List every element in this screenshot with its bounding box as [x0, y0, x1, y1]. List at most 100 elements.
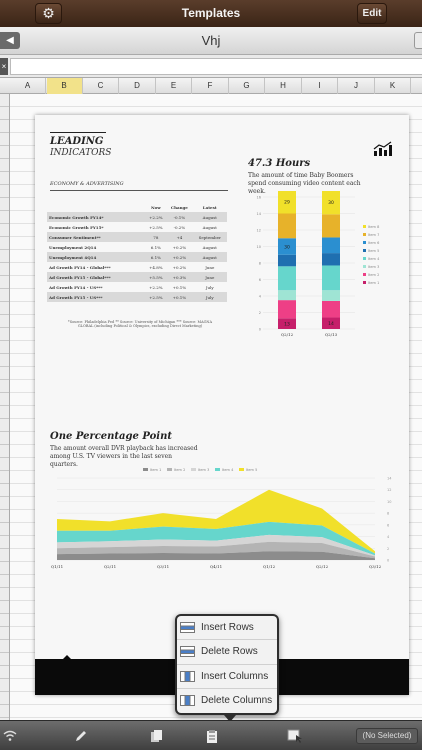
table-row: Ad Growth FY15 - US*** +2.5% +0.1% July: [47, 292, 227, 302]
area-chart-title: One Percentage Point: [50, 431, 172, 442]
table-cell: August: [192, 212, 227, 222]
legend-swatch: [215, 468, 220, 471]
table-row: Ad Growth FY14 - Global*** +4.8% +0.2% June: [47, 262, 227, 272]
y-tick-label: 12: [257, 229, 261, 233]
column-header-k[interactable]: K: [375, 78, 411, 94]
pencil-icon[interactable]: [73, 728, 89, 744]
bar-segment: [322, 265, 340, 291]
settings-button[interactable]: ⚙: [35, 3, 62, 24]
template-page[interactable]: LEADING INDICATORS ECONOMY & ADVERTISING…: [35, 115, 409, 695]
column-header-i[interactable]: I: [302, 78, 338, 94]
bar-chart-description: The amount of time Baby Boomers spend co…: [248, 172, 361, 195]
column-header-f[interactable]: F: [193, 78, 229, 94]
table-cell: Ad Growth FY14 - US***: [49, 284, 103, 290]
table-row: Ad Growth FY15 - Global*** +5.5% +0.3% June: [47, 272, 227, 282]
column-header-j[interactable]: J: [339, 78, 375, 94]
table-cell: 6.1%: [145, 252, 167, 262]
column-header-g[interactable]: G: [229, 78, 265, 94]
table-cell: +0.2%: [172, 244, 187, 250]
table-cell: 78: [145, 232, 167, 242]
popover-arrow: [224, 715, 236, 722]
legend-label: Item 4: [368, 257, 380, 261]
table-cell: +2.2%: [149, 284, 163, 290]
y-tick-label: 14: [387, 477, 392, 481]
data-label: 30: [328, 200, 334, 206]
table-cell: +0.2%: [172, 264, 187, 270]
sheet-panel-tab[interactable]: [414, 32, 422, 49]
legend-swatch: [363, 273, 366, 276]
bar-segment: [322, 237, 340, 254]
bar-segment: [322, 191, 340, 215]
column-header-c[interactable]: C: [83, 78, 119, 94]
back-button[interactable]: ◀: [0, 32, 20, 49]
area-series: [57, 534, 375, 557]
table-cell: July: [205, 284, 214, 290]
formula-input[interactable]: [10, 58, 422, 75]
formula-toggle[interactable]: ×: [0, 58, 8, 75]
copy-icon[interactable]: [149, 728, 165, 744]
column-header-d[interactable]: D: [120, 78, 156, 94]
stacked-bar-chart: 0 2 4 6 8 10 12 14 16 13 30 29 Q2/12 14 30 Q2/13 Item 8 I…: [257, 191, 380, 337]
y-tick-label: 16: [257, 196, 261, 200]
legend-swatch: [363, 225, 366, 228]
area-chart-description: The amount overall DVR playback has incr…: [50, 445, 198, 468]
table-cell: Ad Growth FY14 - Global***: [49, 264, 111, 270]
table-cell: +0.1%: [166, 292, 193, 302]
legend-label: Item 4: [222, 468, 234, 472]
data-label: 14: [328, 321, 334, 327]
leading-title: LEADING: [50, 136, 104, 147]
table-cell: August: [202, 224, 217, 230]
table-header-cell: [47, 203, 145, 212]
table-cell: -0.1%: [166, 212, 193, 222]
y-tick-label: 6: [259, 278, 261, 282]
bar-segment: [278, 238, 296, 255]
chart-trend-icon: [373, 141, 392, 156]
x-tick-label: Q3/11: [157, 564, 169, 569]
window-title: Templates: [181, 6, 241, 20]
legend-label: Item 2: [368, 273, 379, 277]
column-header-a[interactable]: A: [10, 78, 46, 94]
bar-segment: [278, 191, 296, 214]
menu-item-label: Insert Columns: [201, 670, 269, 682]
menu-item-insert-columns[interactable]: Insert Columns: [177, 665, 277, 689]
legend-label: Item 8: [368, 225, 379, 229]
menu-item-insert-rows[interactable]: Insert Rows: [177, 616, 277, 641]
table-cell: +5.5%: [145, 272, 167, 282]
y-tick-label: 2: [259, 311, 261, 315]
bar-segment: [322, 214, 340, 238]
menu-item-delete-columns[interactable]: Delete Columns: [177, 689, 277, 713]
y-tick-label: 4: [259, 295, 262, 299]
menu-item-delete-rows[interactable]: Delete Rows: [177, 640, 277, 665]
table-cell: August: [192, 252, 227, 262]
row-column-menu: Insert Rows Delete Rows Insert Columns Dele…: [175, 614, 279, 722]
legend-swatch: [363, 233, 366, 236]
select-cells-icon[interactable]: [287, 728, 303, 744]
area-series: [57, 489, 375, 554]
clipboard-icon[interactable]: [204, 728, 220, 744]
table-cell: August: [202, 244, 217, 250]
column-header-b[interactable]: B: [46, 78, 83, 94]
row-headers[interactable]: [0, 94, 10, 720]
table-cell: July: [192, 292, 227, 302]
wifi-icon[interactable]: [2, 728, 18, 744]
y-tick-label: 0: [387, 559, 389, 563]
bar-chart-title: 47.3 Hours: [248, 158, 311, 169]
table-cell: Economic Growth FY15*: [49, 224, 104, 230]
bar-segment: [278, 254, 296, 267]
x-tick-label: Q2/13: [325, 332, 338, 337]
delete-rows-icon: [180, 646, 195, 658]
table-header-cell: Latest: [202, 205, 217, 210]
column-header-e[interactable]: E: [156, 78, 192, 94]
table-cell: +2.5%: [149, 224, 163, 230]
edit-button[interactable]: Edit: [357, 3, 387, 24]
data-label: 13: [284, 322, 290, 328]
bar-segment: [278, 290, 296, 301]
table-cell: +4.8%: [149, 264, 163, 270]
table-row: Consumer Sentiment** 78 +4 September: [47, 232, 227, 242]
formula-bar: ×: [0, 55, 422, 78]
table-cell: +0.3%: [166, 272, 193, 282]
legend-swatch: [363, 241, 366, 244]
table-cell: Unemployment 4Q14: [47, 252, 146, 262]
column-header-h[interactable]: H: [266, 78, 302, 94]
table-row: Ad Growth FY14 - US*** +2.2% +0.1% July: [47, 282, 227, 292]
